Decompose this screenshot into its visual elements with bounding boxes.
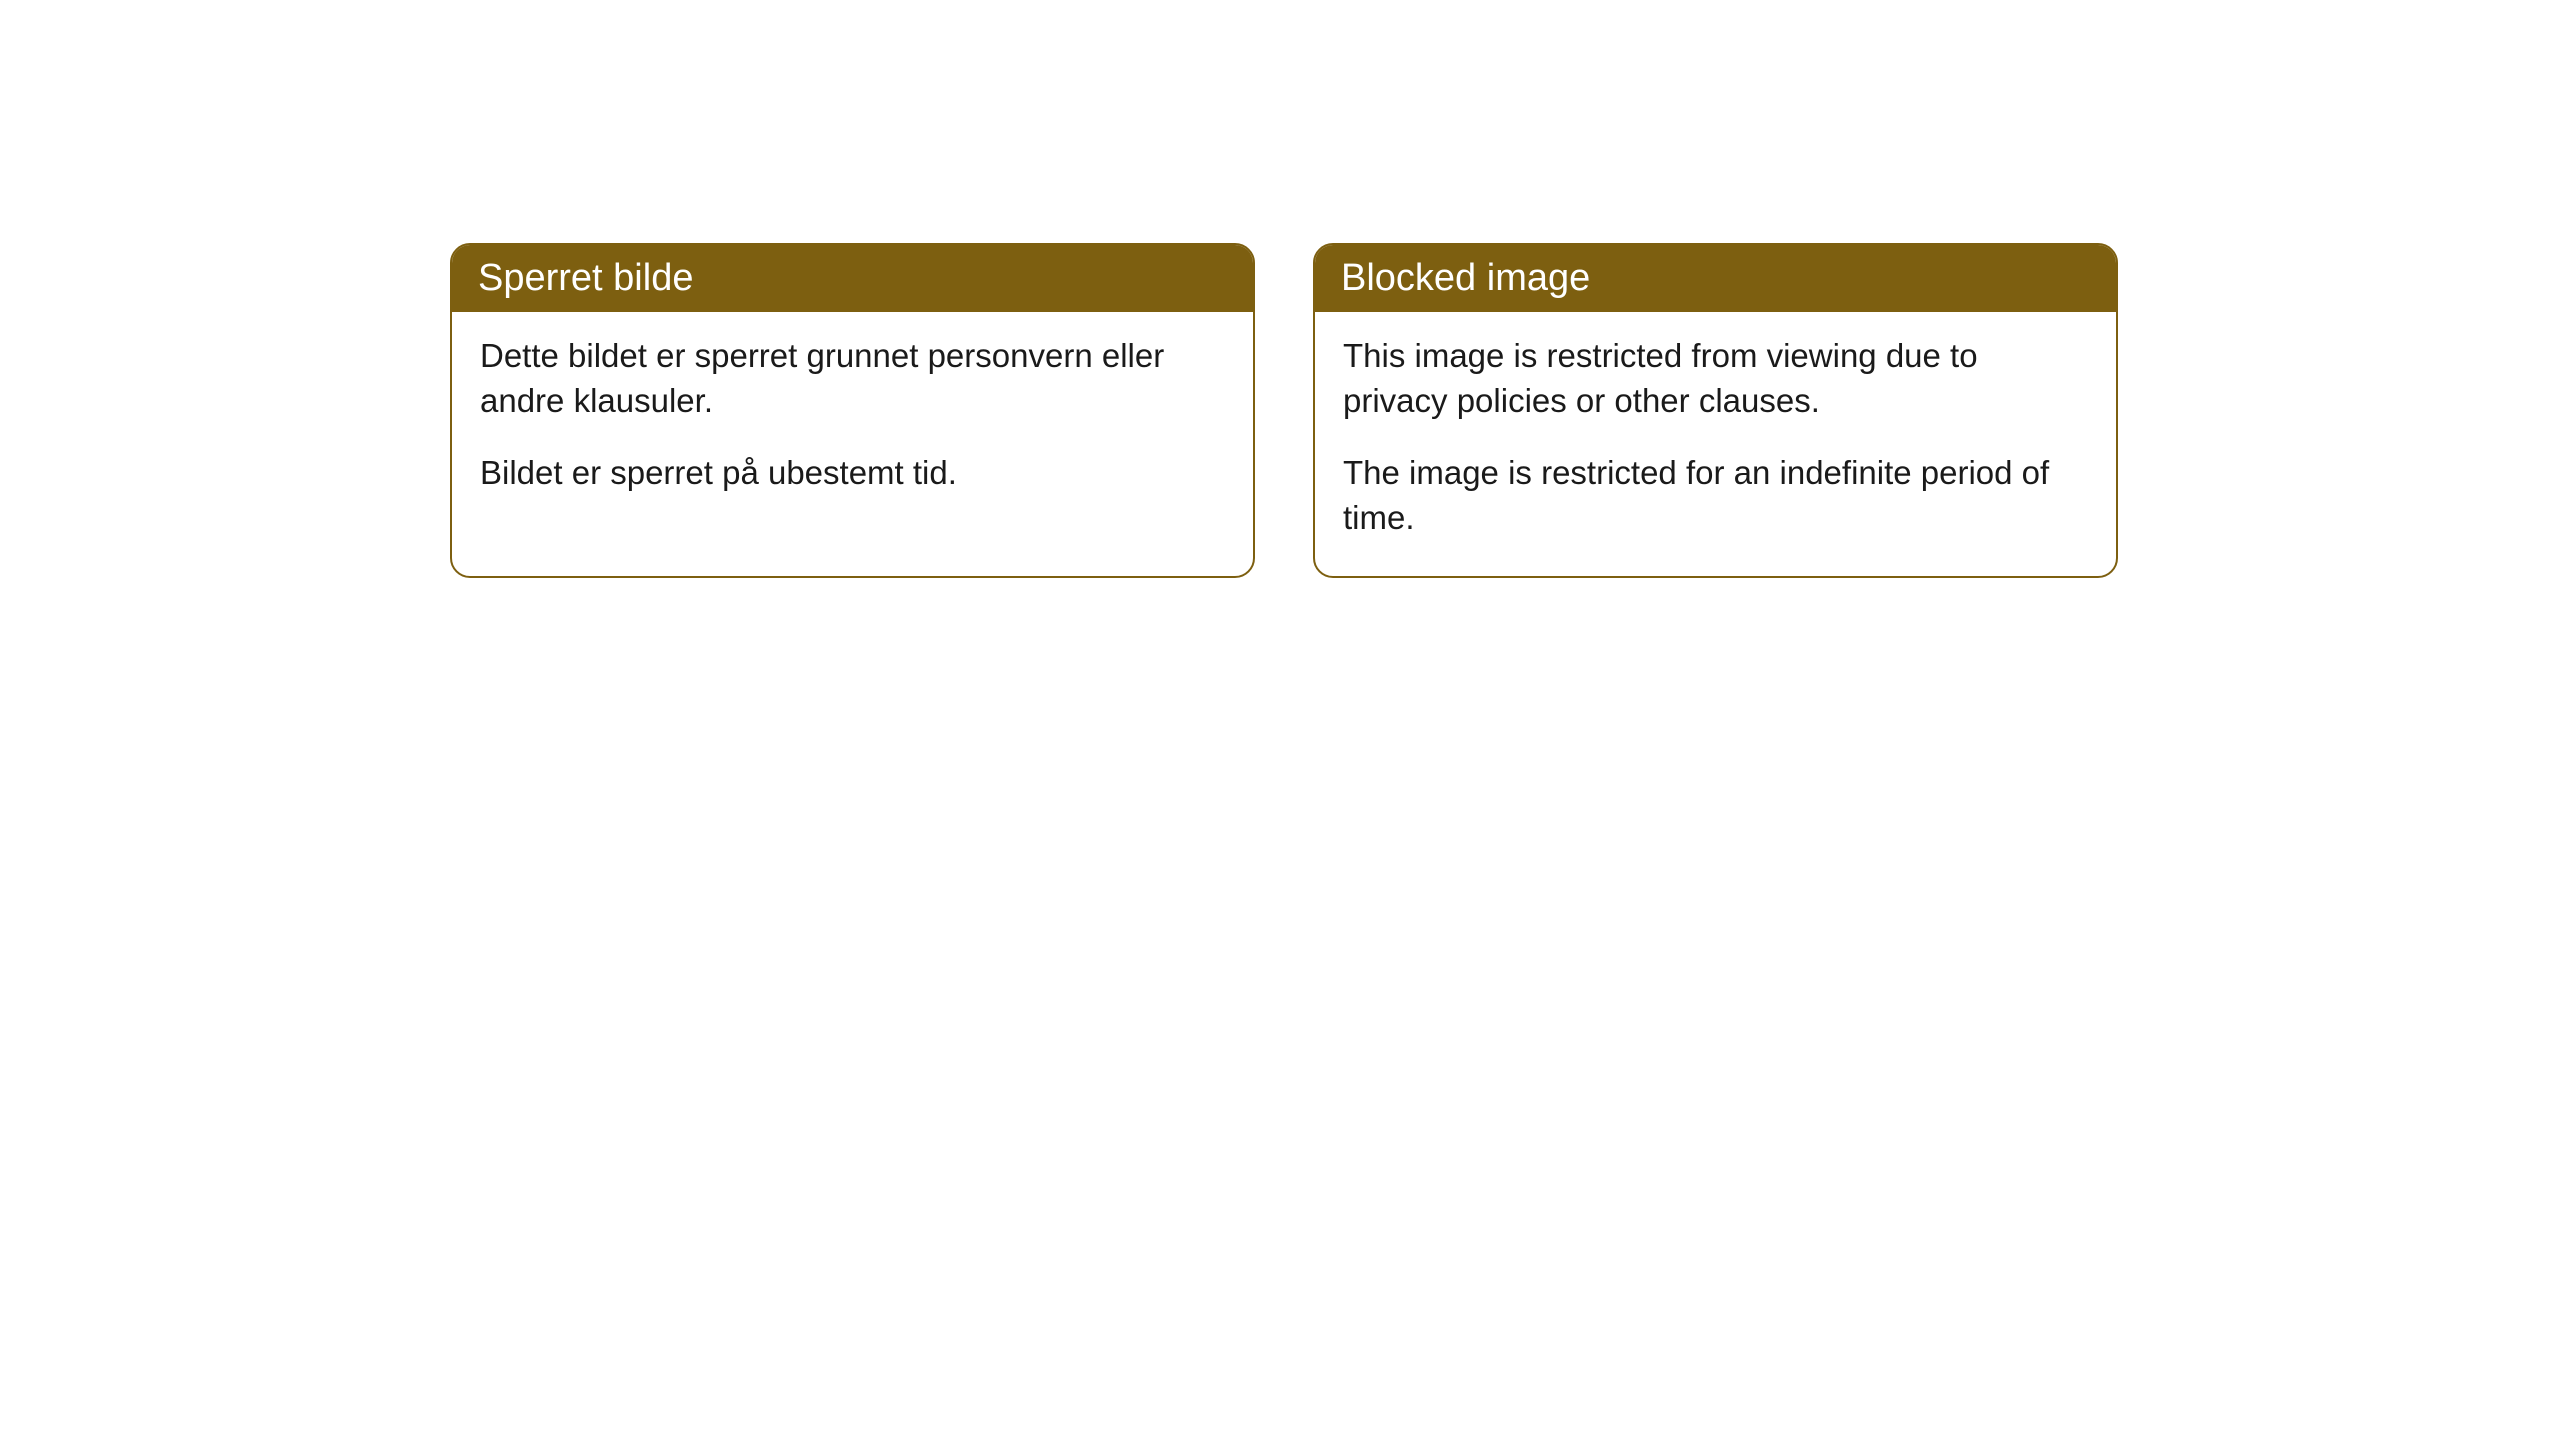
card-paragraph-1-no: Dette bildet er sperret grunnet personve… bbox=[480, 334, 1225, 423]
card-paragraph-1-en: This image is restricted from viewing du… bbox=[1343, 334, 2088, 423]
blocked-image-card-en: Blocked image This image is restricted f… bbox=[1313, 243, 2118, 578]
card-body-en: This image is restricted from viewing du… bbox=[1315, 312, 2116, 576]
blocked-image-card-no: Sperret bilde Dette bildet er sperret gr… bbox=[450, 243, 1255, 578]
card-header-en: Blocked image bbox=[1315, 245, 2116, 312]
card-body-no: Dette bildet er sperret grunnet personve… bbox=[452, 312, 1253, 532]
card-paragraph-2-no: Bildet er sperret på ubestemt tid. bbox=[480, 451, 1225, 496]
card-header-no: Sperret bilde bbox=[452, 245, 1253, 312]
card-paragraph-2-en: The image is restricted for an indefinit… bbox=[1343, 451, 2088, 540]
notice-cards-container: Sperret bilde Dette bildet er sperret gr… bbox=[450, 243, 2560, 578]
